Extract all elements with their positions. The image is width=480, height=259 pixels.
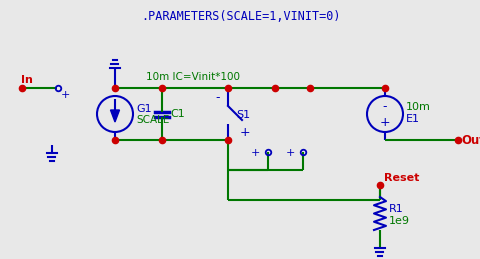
Text: Out: Out <box>460 133 480 147</box>
Text: -: - <box>382 100 386 113</box>
Text: +: + <box>250 148 260 158</box>
Text: S1: S1 <box>236 110 250 120</box>
Text: SCALE: SCALE <box>136 115 169 125</box>
Text: R1: R1 <box>388 204 403 213</box>
Text: In: In <box>21 75 33 85</box>
Text: +: + <box>379 116 389 128</box>
Text: C1: C1 <box>169 109 184 119</box>
Text: -: - <box>215 91 219 104</box>
Text: 10m IC=Vinit*100: 10m IC=Vinit*100 <box>146 72 240 82</box>
Text: +: + <box>60 90 70 100</box>
Text: +: + <box>240 126 250 139</box>
Text: E1: E1 <box>405 114 419 124</box>
Text: 10m: 10m <box>405 102 430 112</box>
Text: G1: G1 <box>136 104 151 114</box>
Polygon shape <box>110 110 119 122</box>
Text: Reset: Reset <box>383 173 419 183</box>
Text: +: + <box>285 148 294 158</box>
Text: 1e9: 1e9 <box>388 215 409 226</box>
Text: .PARAMETERS(SCALE=1,VINIT=0): .PARAMETERS(SCALE=1,VINIT=0) <box>141 10 340 23</box>
